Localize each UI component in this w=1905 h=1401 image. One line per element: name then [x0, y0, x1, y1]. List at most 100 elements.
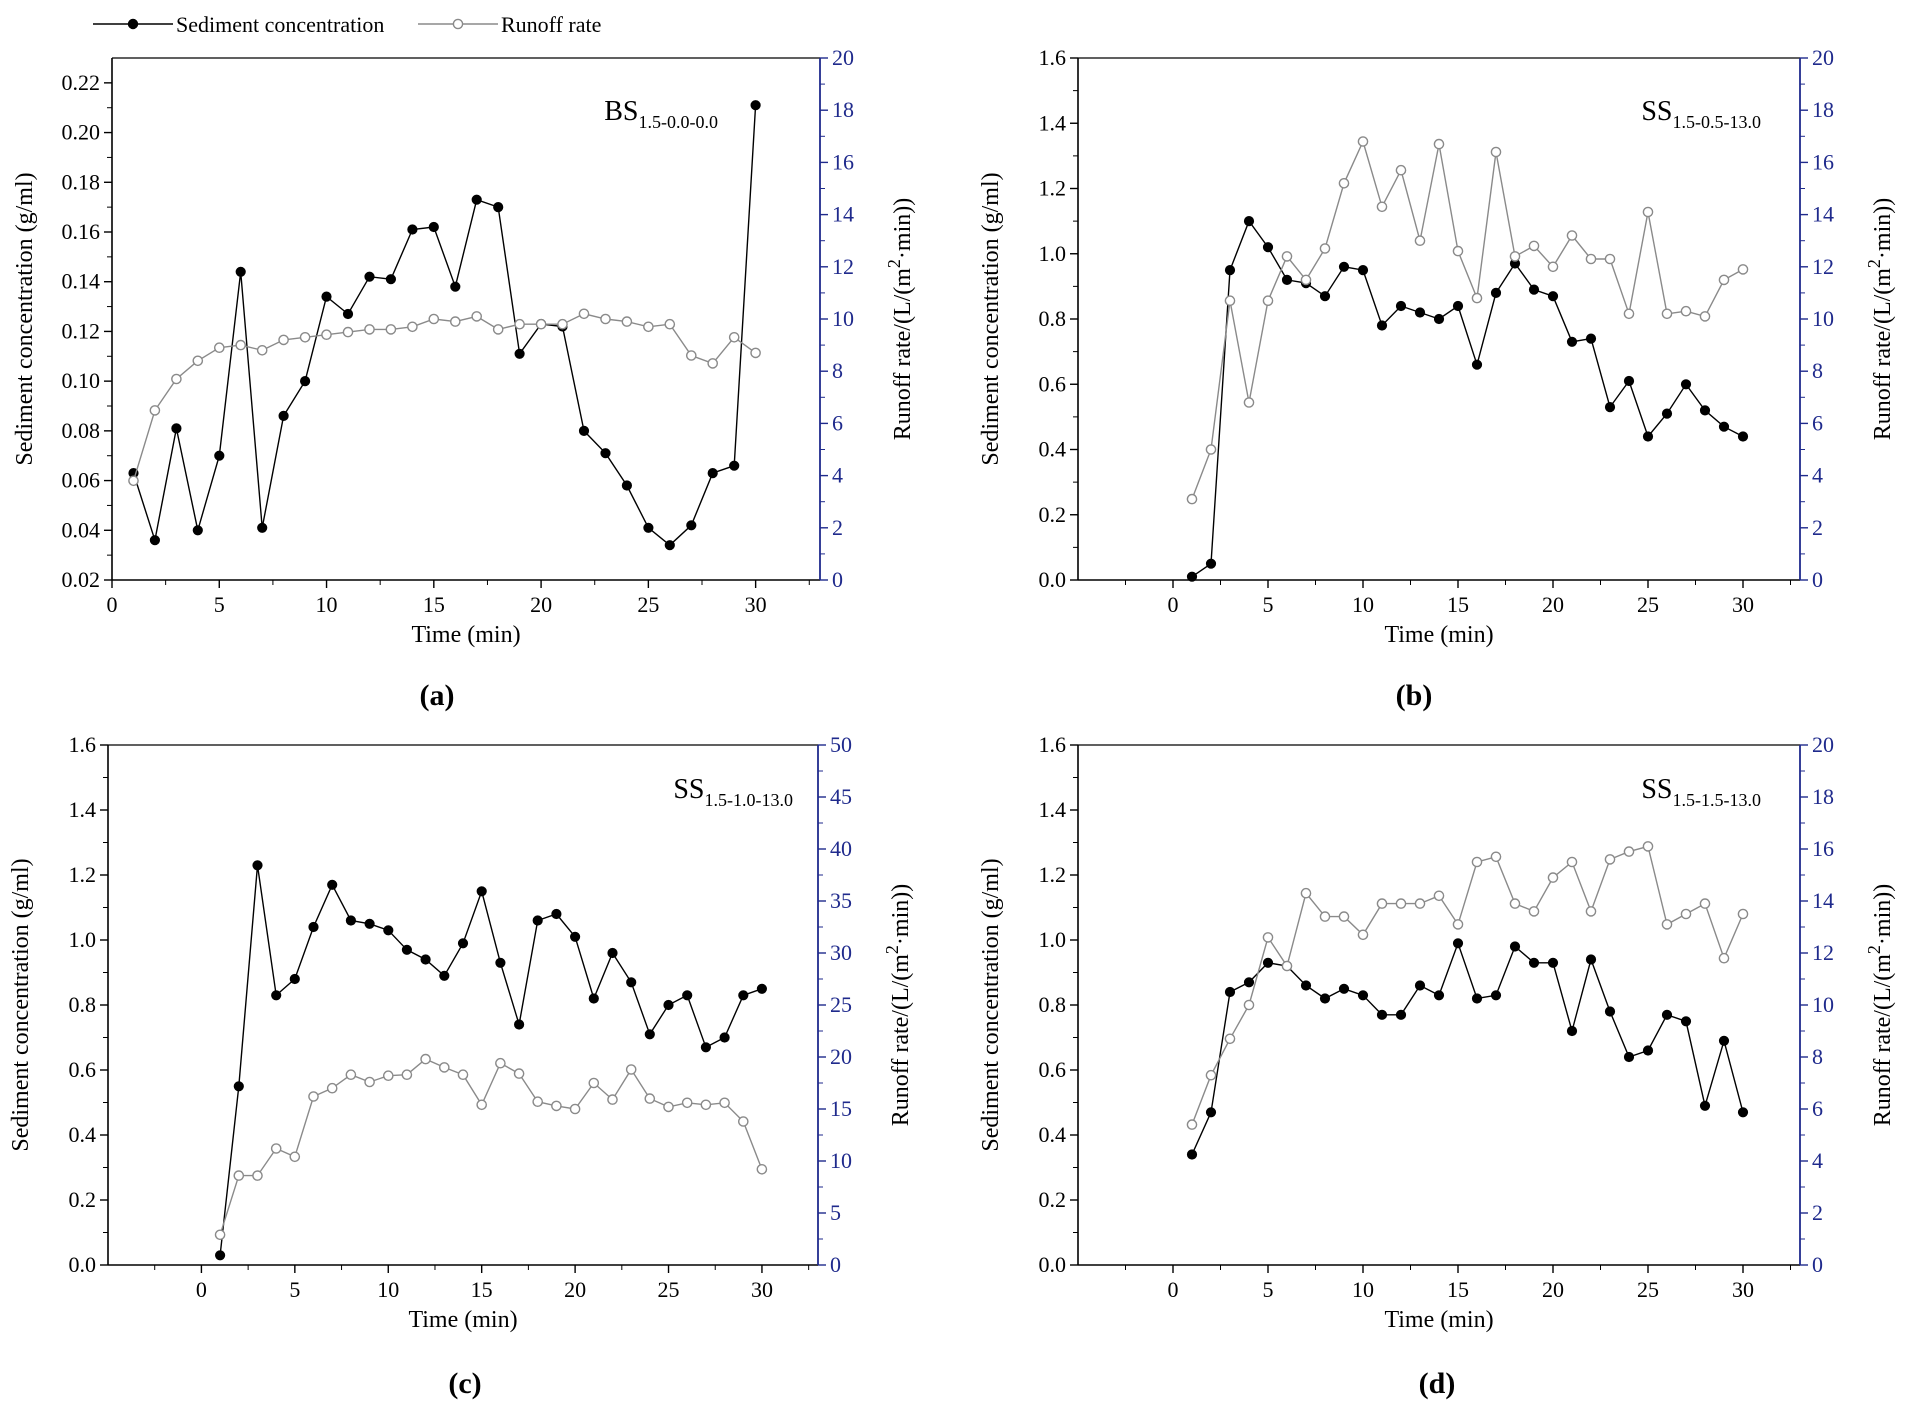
runoff-point [1661, 308, 1673, 320]
x-tick-label: 20 [1542, 1277, 1564, 1302]
x-axis-title: Time (min) [1384, 622, 1493, 648]
sediment-point [1452, 938, 1464, 949]
runoff-point [578, 308, 590, 320]
y-left-tick-label: 1.4 [1039, 797, 1067, 822]
x-tick-label: 5 [1263, 1277, 1274, 1302]
y-right-tick-label: 12 [1812, 940, 1834, 965]
sediment-point [729, 460, 740, 471]
runoff-point [1224, 1033, 1236, 1045]
runoff-point [401, 1069, 413, 1080]
y-left-tick-label: 0.8 [69, 992, 97, 1017]
runoff-point [449, 316, 461, 327]
x-tick-label: 25 [658, 1277, 680, 1302]
y-left-tick-label: 1.2 [1039, 862, 1067, 887]
chart-panel-c: 0 5 10 15 20 25 300.00.20.40.60.81.01.21.41.60… [8, 732, 914, 1400]
sediment-point [621, 480, 633, 491]
y-right-title-text-end: ·min)) [888, 884, 914, 945]
sediment-point [1642, 431, 1654, 442]
sediment-point [450, 281, 461, 292]
sediment-point [214, 450, 225, 461]
sediment-point [1357, 265, 1369, 276]
runoff-point [1604, 854, 1616, 865]
runoff-point [1585, 906, 1597, 917]
panel-annotation-sub: 1.5-1.5-13.0 [1673, 790, 1762, 810]
runoff-point [342, 326, 354, 338]
y-left-tick-label: 0.6 [69, 1057, 97, 1082]
y-right-tick-label: 10 [832, 306, 854, 331]
y-right-title-superscript: 2 [1864, 945, 1884, 954]
x-tick-label: 20 [564, 1277, 586, 1302]
runoff-point [1566, 230, 1578, 241]
x-tick-label: 0 [1168, 592, 1179, 617]
sediment-point [626, 977, 637, 988]
sediment-point [1224, 265, 1236, 276]
runoff-point [1357, 136, 1369, 147]
sediment-point [457, 938, 469, 949]
y-left-tick-label: 0.0 [1039, 567, 1067, 592]
y-right-title-text: Runoff rate/(L/(m [888, 954, 914, 1127]
x-tick-label: 10 [377, 1277, 399, 1302]
runoff-point [707, 358, 719, 369]
y-left-tick-label: 0.22 [62, 70, 101, 95]
runoff-point [600, 313, 611, 325]
runoff-point [750, 347, 761, 359]
runoff-point [569, 1103, 581, 1115]
sediment-point [532, 915, 543, 926]
x-tick-label: 0 [107, 592, 118, 617]
sediment-point [514, 1019, 525, 1030]
y-right-tick-label: 5 [830, 1200, 841, 1225]
chart-panel-d: 0 5 10 15 20 25 30 0.0 0.2 0.4 0.6 0.8 1.0 1.2 1.4 1.6 0… [978, 732, 1896, 1400]
runoff-point [686, 350, 697, 361]
sediment-point [1566, 336, 1578, 347]
y-left-axis-title: Sediment concentration (g/ml) [8, 858, 34, 1151]
y-right-axis-title: Runoff rate/(L/(m2·min)) [882, 884, 914, 1126]
sediment-point [1243, 216, 1255, 227]
sediment-point [420, 954, 431, 965]
y-left-axis-title: Sediment concentration (g/ml) [12, 172, 38, 465]
sediment-point [1490, 287, 1502, 298]
sediment-point [750, 100, 761, 111]
runoff-series-line [1191, 139, 1744, 500]
runoff-point [213, 342, 225, 354]
y-right-tick-label: 14 [1812, 888, 1834, 913]
y-left-tick-label: 0.8 [1039, 306, 1067, 331]
y-right-title-superscript: 2 [1864, 259, 1884, 268]
runoff-point [663, 1101, 674, 1113]
y-right-tick-label: 35 [830, 888, 852, 913]
runoff-point [1224, 295, 1236, 307]
sediment-point [1452, 300, 1464, 312]
sediment-point [327, 879, 338, 890]
sediment-point [1186, 571, 1198, 582]
runoff-point [321, 329, 332, 341]
sediment-point [1319, 993, 1331, 1004]
sediment-point [1395, 1009, 1407, 1020]
runoff-point [1376, 201, 1388, 213]
runoff-point [1604, 253, 1616, 265]
runoff-point [438, 1062, 450, 1073]
y-left-tick-label: 1.6 [1039, 732, 1067, 757]
runoff-point [270, 1143, 282, 1154]
x-axis-title: Time (min) [408, 1307, 517, 1333]
sediment-point [1623, 1051, 1635, 1063]
runoff-point [192, 355, 204, 367]
sediment-point [1357, 990, 1369, 1001]
y-right-tick-label: 20 [830, 1044, 852, 1069]
y-right-tick-label: 10 [1812, 306, 1834, 331]
panel-annotation: BS1.5-0.0-0.0 [604, 96, 718, 132]
runoff-point [256, 344, 268, 356]
sediment-point [1186, 1149, 1198, 1160]
sediment-point [1661, 408, 1673, 419]
runoff-point [728, 331, 740, 343]
sediment-point [644, 1029, 655, 1040]
x-tick-label: 0 [196, 1277, 207, 1302]
y-left-tick-label: 0.14 [62, 269, 101, 294]
panel-label: (d) [1419, 1367, 1456, 1400]
sediment-point [1262, 242, 1274, 253]
runoff-point [233, 1170, 245, 1181]
runoff-point [1243, 999, 1255, 1011]
runoff-point [407, 321, 418, 333]
sediment-point [1680, 379, 1692, 390]
runoff-point [1433, 890, 1445, 902]
runoff-point [1281, 251, 1293, 262]
runoff-point [1623, 308, 1635, 320]
